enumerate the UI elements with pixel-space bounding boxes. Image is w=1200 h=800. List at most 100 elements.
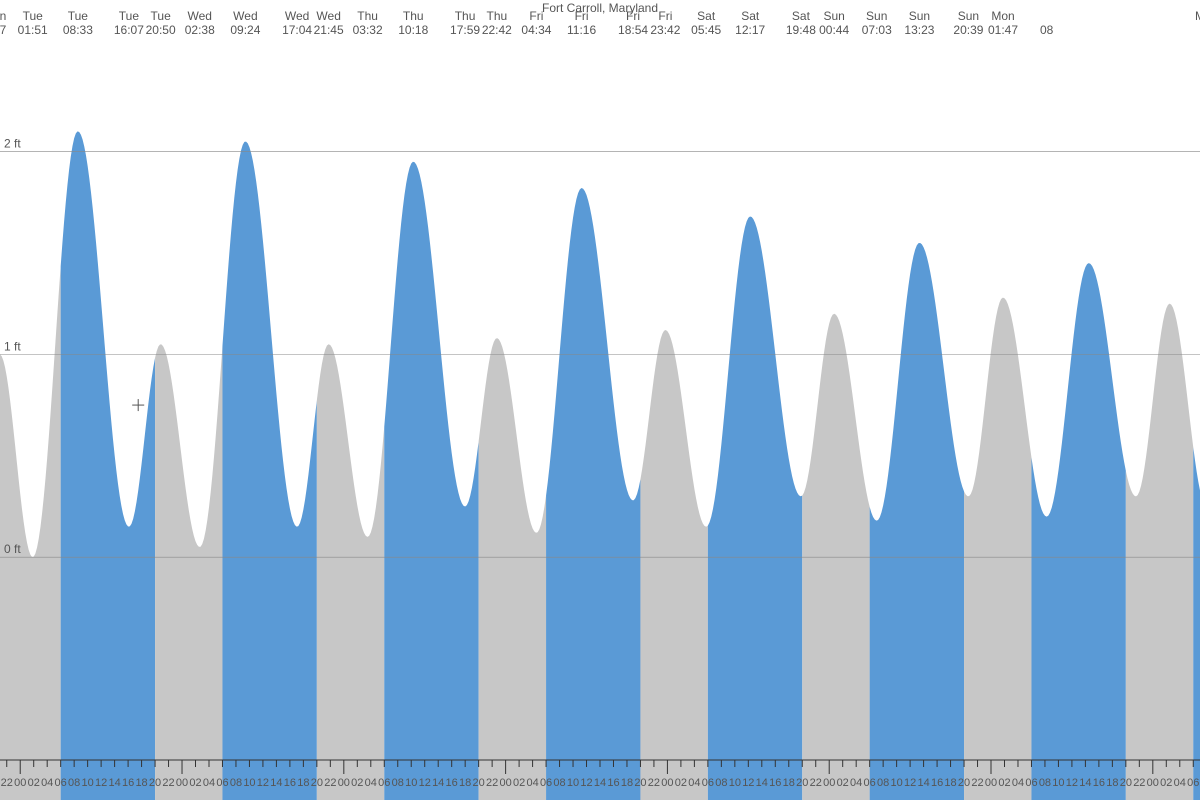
tide-chart: 0 ft1 ft2 ft2200020406081012141618202200… xyxy=(0,0,1200,800)
top-time-label: 17:59 xyxy=(450,23,480,37)
x-tick-label: 04 xyxy=(850,777,862,789)
x-tick-label: 06 xyxy=(864,777,876,789)
top-day-label: Fri xyxy=(529,9,543,23)
x-tick-label: 12 xyxy=(904,777,916,789)
x-tick-label: 20 xyxy=(473,777,485,789)
x-tick-label: 12 xyxy=(742,777,754,789)
x-tick-label: 08 xyxy=(1039,777,1051,789)
top-day-label: Tue xyxy=(119,9,140,23)
x-tick-label: 22 xyxy=(162,777,174,789)
top-time-label: 13:23 xyxy=(904,23,934,37)
top-day-label: Thu xyxy=(403,9,424,23)
y-tick-label: 1 ft xyxy=(4,339,21,353)
top-day-label: Thu xyxy=(357,9,378,23)
top-day-label: Wed xyxy=(233,9,257,23)
x-tick-label: 16 xyxy=(769,777,781,789)
x-tick-label: 04 xyxy=(526,777,538,789)
x-tick-label: 18 xyxy=(459,777,471,789)
top-time-label: 57 xyxy=(0,23,7,37)
x-tick-label: 00 xyxy=(176,777,188,789)
x-tick-label: 04 xyxy=(1174,777,1186,789)
x-tick-label: 02 xyxy=(28,777,40,789)
top-time-label: 01:51 xyxy=(18,23,48,37)
top-time-label: 07:03 xyxy=(862,23,892,37)
top-time-label: 11:16 xyxy=(567,23,596,37)
x-tick-label: 04 xyxy=(688,777,700,789)
x-tick-label: 20 xyxy=(311,777,323,789)
top-time-label: 19:48 xyxy=(786,23,816,37)
top-time-label: 12:17 xyxy=(735,23,765,37)
tide-chart-svg: 0 ft1 ft2 ft2200020406081012141618202200… xyxy=(0,0,1200,800)
x-tick-label: 10 xyxy=(891,777,903,789)
x-tick-label: 06 xyxy=(702,777,714,789)
top-day-label: Sun xyxy=(823,9,844,23)
top-time-label: 00:44 xyxy=(819,23,849,37)
x-tick-label: 00 xyxy=(338,777,350,789)
top-day-label: Thu xyxy=(487,9,508,23)
x-tick-label: 06 xyxy=(1187,777,1199,789)
top-day-label: Wed xyxy=(316,9,340,23)
x-tick-label: 10 xyxy=(567,777,579,789)
x-tick-label: 04 xyxy=(203,777,215,789)
x-tick-label: 10 xyxy=(729,777,741,789)
x-tick-label: 08 xyxy=(392,777,404,789)
x-tick-label: 14 xyxy=(270,777,282,789)
top-day-label: Sun xyxy=(909,9,930,23)
x-tick-label: 22 xyxy=(971,777,983,789)
x-tick-label: 08 xyxy=(553,777,565,789)
x-tick-label: 02 xyxy=(351,777,363,789)
top-day-label: Sun xyxy=(866,9,887,23)
x-tick-label: 18 xyxy=(944,777,956,789)
x-tick-label: 00 xyxy=(985,777,997,789)
x-tick-label: 16 xyxy=(1093,777,1105,789)
x-tick-label: 20 xyxy=(958,777,970,789)
x-tick-label: 14 xyxy=(432,777,444,789)
x-tick-label: 10 xyxy=(243,777,255,789)
x-tick-label: 02 xyxy=(998,777,1010,789)
y-tick-label: 0 ft xyxy=(4,542,21,556)
top-time-label: 08:33 xyxy=(63,23,93,37)
top-time-label: 18:54 xyxy=(618,23,648,37)
top-day-label: on xyxy=(0,9,6,23)
top-time-label: 01:47 xyxy=(988,23,1018,37)
x-tick-label: 22 xyxy=(324,777,336,789)
crosshair-marker xyxy=(132,399,144,411)
top-day-label: Thu xyxy=(455,9,476,23)
x-tick-label: 08 xyxy=(68,777,80,789)
x-tick-label: 20 xyxy=(634,777,646,789)
x-tick-label: 22 xyxy=(486,777,498,789)
top-day-label: Tue xyxy=(68,9,89,23)
top-time-label: 08 xyxy=(1040,23,1054,37)
top-time-label: 17:04 xyxy=(282,23,312,37)
top-time-label: 22:42 xyxy=(482,23,512,37)
top-day-label: Wed xyxy=(188,9,212,23)
top-time-label: 03:32 xyxy=(353,23,383,37)
top-day-label: Sat xyxy=(792,9,811,23)
x-tick-label: 02 xyxy=(1160,777,1172,789)
x-tick-label: 02 xyxy=(837,777,849,789)
x-tick-label: 12 xyxy=(580,777,592,789)
top-day-label: Fri xyxy=(658,9,672,23)
x-tick-label: 22 xyxy=(1133,777,1145,789)
x-tick-label: 22 xyxy=(1,777,13,789)
x-tick-label: 12 xyxy=(419,777,431,789)
x-tick-label: 02 xyxy=(675,777,687,789)
top-time-label: 21:45 xyxy=(314,23,344,37)
x-tick-label: 20 xyxy=(149,777,161,789)
chart-title: Fort Carroll, Maryland xyxy=(542,1,658,15)
x-tick-label: 06 xyxy=(1025,777,1037,789)
x-tick-label: 14 xyxy=(108,777,120,789)
top-time-label: 20:39 xyxy=(953,23,983,37)
x-tick-label: 16 xyxy=(931,777,943,789)
x-tick-label: 18 xyxy=(135,777,147,789)
top-day-label: Wed xyxy=(285,9,309,23)
x-tick-label: 08 xyxy=(715,777,727,789)
x-tick-label: 12 xyxy=(95,777,107,789)
top-day-label: Mon xyxy=(991,9,1014,23)
x-tick-label: 14 xyxy=(917,777,929,789)
x-tick-label: 04 xyxy=(41,777,53,789)
y-tick-label: 2 ft xyxy=(4,137,21,151)
top-time-label: 02:38 xyxy=(185,23,215,37)
x-tick-label: 00 xyxy=(661,777,673,789)
x-tick-label: 02 xyxy=(189,777,201,789)
